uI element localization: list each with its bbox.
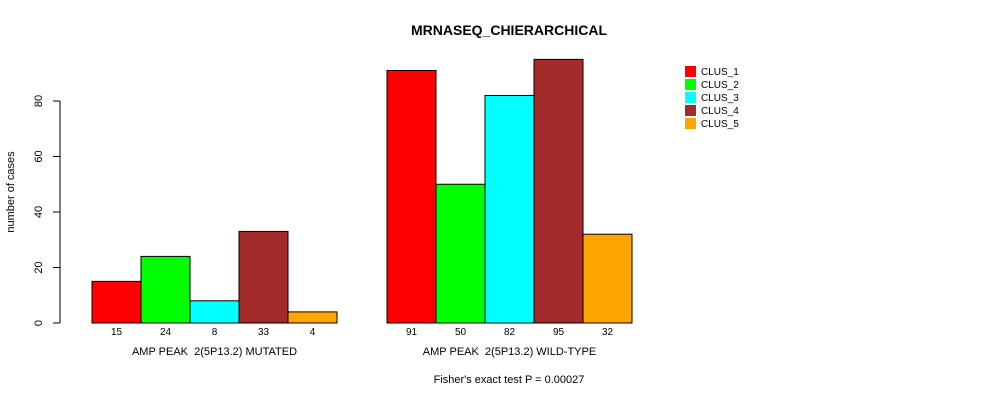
bar-clus-4-group-2 — [533, 58, 584, 324]
bar-value-label: 82 — [504, 327, 516, 338]
y-tick-label: 80 — [33, 95, 45, 107]
legend-label: CLUS_3 — [701, 93, 739, 104]
bar-clus-2-group-2 — [435, 183, 486, 324]
legend-label: CLUS_4 — [701, 106, 739, 117]
legend-swatch — [685, 66, 696, 77]
bar-clus-3-group-2 — [484, 94, 535, 324]
y-tick-label: 60 — [33, 150, 45, 162]
legend-label: CLUS_1 — [701, 67, 739, 78]
y-axis: 0 20 40 60 80 — [33, 95, 61, 326]
chart-title: MRNASEQ_CHIERARCHICAL — [411, 22, 607, 38]
fisher-test-footnote: Fisher's exact test P = 0.00027 — [434, 374, 585, 386]
bar-clus-1-group-2 — [386, 69, 437, 324]
bar-value-label: 8 — [212, 327, 218, 338]
bar-value-label: 33 — [258, 327, 270, 338]
y-tick-label: 40 — [33, 206, 45, 218]
bars — [91, 58, 633, 324]
legend: CLUS_1 CLUS_2 CLUS_3 CLUS_4 CLUS_5 — [685, 66, 739, 130]
bar-value-labels: 15 24 8 33 4 91 50 82 95 32 — [111, 327, 614, 338]
bar-value-label: 32 — [602, 327, 614, 338]
group-label: AMP PEAK 2(5P13.2) MUTATED — [132, 346, 297, 358]
legend-swatch — [685, 118, 696, 129]
y-tick-label: 0 — [33, 320, 45, 326]
bar-clus-5-group-1 — [287, 311, 338, 324]
bar-value-label: 91 — [406, 327, 418, 338]
legend-label: CLUS_2 — [701, 80, 739, 91]
group-label: AMP PEAK 2(5P13.2) WILD-TYPE — [423, 346, 596, 358]
bar-value-label: 50 — [455, 327, 467, 338]
legend-swatch — [685, 105, 696, 116]
bar-clus-3-group-1 — [189, 300, 240, 324]
bar-value-label: 95 — [553, 327, 565, 338]
bar-clus-2-group-1 — [140, 255, 191, 324]
bar-clus-4-group-1 — [238, 230, 289, 324]
y-axis-label: number of cases — [5, 151, 17, 233]
bar-value-label: 4 — [310, 327, 316, 338]
group-labels: AMP PEAK 2(5P13.2) MUTATED AMP PEAK 2(5P1… — [132, 346, 596, 358]
bar-value-label: 15 — [111, 327, 123, 338]
bar-clus-1-group-1 — [91, 280, 142, 324]
bar-value-label: 24 — [160, 327, 172, 338]
y-tick-label: 20 — [33, 261, 45, 273]
legend-swatch — [685, 79, 696, 90]
legend-swatch — [685, 92, 696, 103]
legend-label: CLUS_5 — [701, 119, 739, 130]
bar-clus-5-group-2 — [582, 233, 633, 324]
